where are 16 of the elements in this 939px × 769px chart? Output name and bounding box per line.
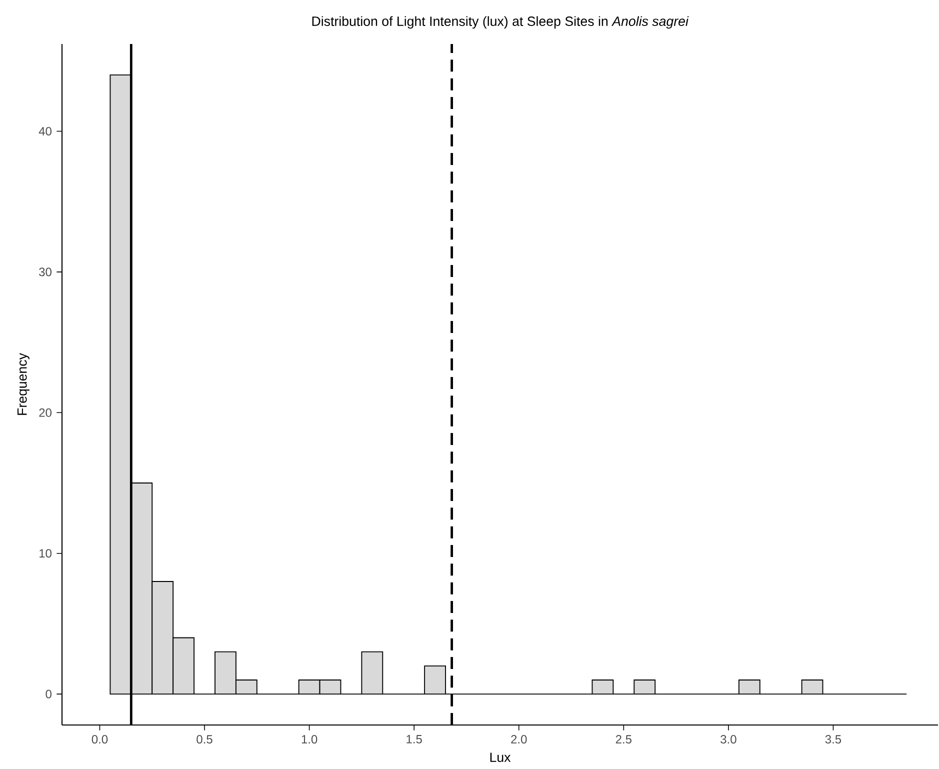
x-tick-label: 0.5 <box>196 735 212 744</box>
y-tick-label: 40 <box>38 126 52 136</box>
y-tick-label: 10 <box>40 549 52 558</box>
chart-title: Distribution of Light Intensity (lux) at Sleep Sites in Anolis sagrei <box>312 16 689 29</box>
x-tick-label: 3.5 <box>825 735 842 744</box>
y-tick-label: 0 <box>46 690 52 698</box>
x-tick-label: 2.5 <box>616 735 632 744</box>
x-tick-label: 3.0 <box>720 735 736 744</box>
x-tick-label: 1.5 <box>406 735 422 744</box>
y-tick-label: 30 <box>39 268 52 276</box>
x-tick-label: 0.0 <box>92 735 108 744</box>
x-tick-label: 2.0 <box>511 735 527 744</box>
y-tick-label: 20 <box>39 408 52 417</box>
x-tick-label: 1.0 <box>302 735 318 744</box>
x-axis-title: Lux <box>490 752 511 762</box>
y-axis-title: Frequency <box>18 353 30 415</box>
